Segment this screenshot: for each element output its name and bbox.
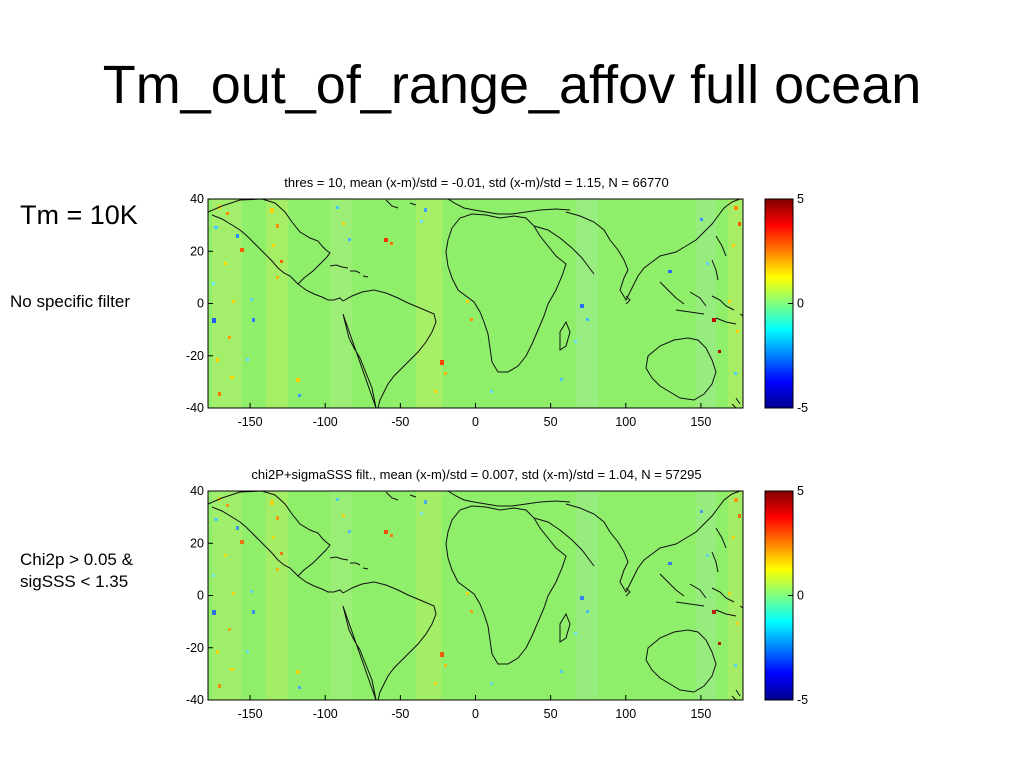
label-sigsss-line: sigSSS < 1.35 bbox=[20, 572, 129, 591]
colorbar-tick-label: -5 bbox=[797, 693, 808, 707]
y-tick-label: 40 bbox=[190, 192, 204, 206]
y-tick-label: -40 bbox=[186, 401, 204, 415]
label-tm-value: Tm = 10K bbox=[20, 200, 138, 230]
colorbar-unfiltered bbox=[764, 198, 794, 409]
y-tick-label: -20 bbox=[186, 641, 204, 655]
map-panel-filtered bbox=[207, 490, 744, 701]
x-tick-label: 150 bbox=[690, 415, 711, 429]
x-tick-label: -100 bbox=[313, 707, 338, 721]
x-tick-label: 0 bbox=[472, 415, 479, 429]
colorbar-tick-label: 5 bbox=[797, 484, 804, 498]
map-title-unfiltered: thres = 10, mean (x-m)/std = -0.01, std … bbox=[284, 175, 669, 190]
y-tick-label: 40 bbox=[190, 484, 204, 498]
map-title-filtered: chi2P+sigmaSSS filt., mean (x-m)/std = 0… bbox=[251, 467, 702, 482]
x-tick-label: -150 bbox=[238, 707, 263, 721]
y-tick-label: 20 bbox=[190, 536, 204, 550]
colorbar-tick-label: 0 bbox=[797, 297, 804, 311]
map-ocean-background bbox=[208, 491, 743, 700]
x-tick-label: 100 bbox=[615, 707, 636, 721]
map-ocean-background bbox=[208, 199, 743, 408]
x-tick-label: 50 bbox=[544, 415, 558, 429]
x-tick-label: -100 bbox=[313, 415, 338, 429]
label-chi2p-filter: Chi2p > 0.05 & sigSSS < 1.35 bbox=[20, 549, 133, 593]
colorbar-filtered bbox=[764, 490, 794, 701]
y-tick-label: -20 bbox=[186, 349, 204, 363]
x-tick-label: -50 bbox=[391, 415, 409, 429]
y-tick-label: 0 bbox=[197, 297, 204, 311]
x-tick-label: 0 bbox=[472, 707, 479, 721]
colorbar-tick-label: 5 bbox=[797, 192, 804, 206]
y-tick-label: 20 bbox=[190, 244, 204, 258]
map-panel-unfiltered bbox=[207, 198, 744, 409]
x-tick-label: 50 bbox=[544, 707, 558, 721]
y-tick-label: 0 bbox=[197, 589, 204, 603]
map-data-swaths bbox=[208, 491, 743, 700]
x-tick-label: -50 bbox=[391, 707, 409, 721]
y-tick-label: -40 bbox=[186, 693, 204, 707]
colorbar-tick-label: 0 bbox=[797, 589, 804, 603]
x-tick-label: -150 bbox=[238, 415, 263, 429]
label-no-filter: No specific filter bbox=[10, 292, 130, 311]
x-tick-label: 150 bbox=[690, 707, 711, 721]
slide-title: Tm_out_of_range_affov full ocean bbox=[102, 55, 922, 115]
map-data-swaths bbox=[208, 199, 743, 408]
x-tick-label: 100 bbox=[615, 415, 636, 429]
colorbar-tick-label: -5 bbox=[797, 401, 808, 415]
label-chi2p-line: Chi2p > 0.05 & bbox=[20, 550, 133, 569]
